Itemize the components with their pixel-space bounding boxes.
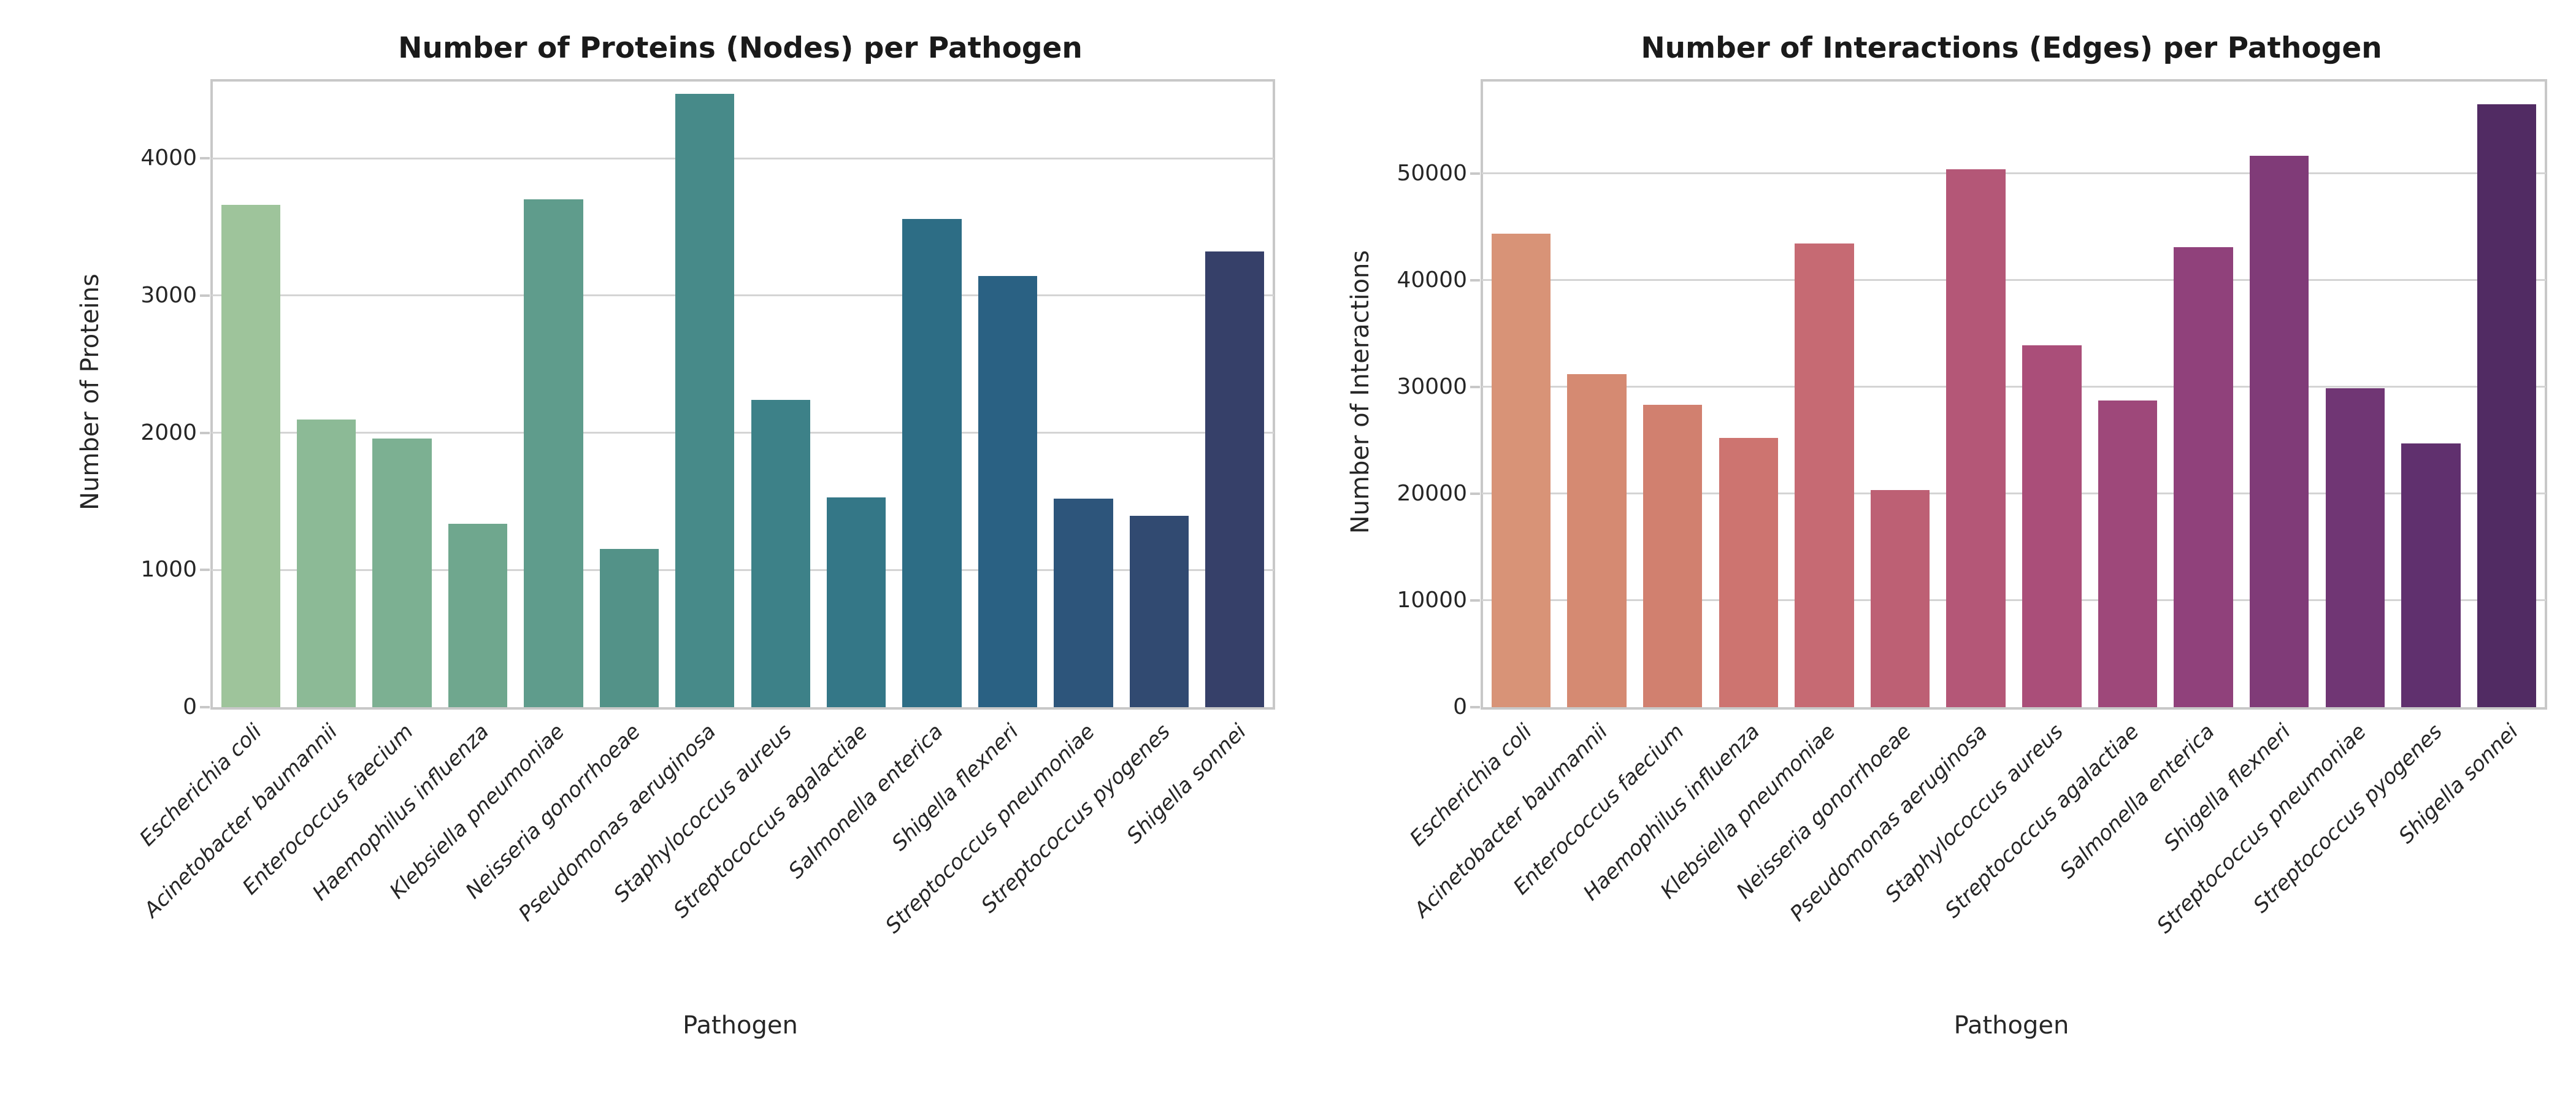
bar-streptococcus-pneumoniae <box>1054 499 1113 707</box>
bar-streptococcus-pyogenes <box>1129 515 1189 707</box>
bar-shigella-flexneri <box>2250 155 2309 707</box>
y-tick-mark <box>1470 385 1480 388</box>
gridline-y-50000 <box>1482 172 2546 175</box>
bar-streptococcus-agalactiae <box>2098 400 2158 707</box>
bar-streptococcus-pyogenes <box>2401 443 2461 707</box>
y-tick-label: 2000 <box>140 420 197 445</box>
plot-area: 0 1000 2000 3000 4000 Escherichia coli Acineto… <box>135 79 1275 938</box>
bar-acinetobacter-baumannii <box>1567 374 1627 707</box>
gridline-y-20000 <box>1482 493 2546 495</box>
bar-pseudomonas-aeruginosa <box>1946 169 2006 707</box>
y-tick-mark <box>200 569 210 572</box>
y-axis-label: Number of Proteins <box>76 274 104 510</box>
gridline-y-1000 <box>212 569 1274 571</box>
bar-enterococcus-faecium <box>1643 405 1703 707</box>
y-tick-mark <box>200 431 210 434</box>
plot-area: 0 10000 20000 30000 40000 50000 Escherichia co… <box>1397 79 2547 938</box>
bar-shigella-flexneri <box>978 275 1038 707</box>
y-tick-label: 3000 <box>140 282 197 308</box>
bar-salmonella-enterica <box>902 218 962 707</box>
bar-staphylococcus-aureus <box>751 399 810 707</box>
bar-haemophilus-influenza <box>1719 438 1778 707</box>
y-tick-mark <box>200 294 210 297</box>
gridline-y-10000 <box>1482 599 2546 602</box>
chart-interactions-per-pathogen: Number of Interactions (Edges) per Patho… <box>1346 31 2547 1040</box>
bar-streptococcus-agalactiae <box>827 497 886 707</box>
bar-haemophilus-influenza <box>448 524 508 707</box>
y-axis-label: Number of Interactions <box>1346 250 1374 534</box>
chart-title: Number of Interactions (Edges) per Patho… <box>1641 31 2382 65</box>
y-tick-label: 50000 <box>1397 160 1467 186</box>
y-tick-label: 10000 <box>1397 587 1467 613</box>
y-tick-label: 1000 <box>140 557 197 583</box>
bar-streptococcus-pneumoniae <box>2325 388 2385 707</box>
y-tick-mark <box>200 706 210 708</box>
gridline-y-3000 <box>212 294 1274 297</box>
bar-klebsiella-pneumoniae <box>524 199 583 707</box>
bar-shigella-sonnei <box>2477 104 2537 707</box>
bar-neisseria-gonorrhoeae <box>1870 489 1930 707</box>
x-axis-label: Pathogen <box>683 1011 798 1040</box>
gridline-y-2000 <box>212 432 1274 434</box>
bar-shigella-sonnei <box>1205 251 1265 707</box>
y-tick-label: 0 <box>183 694 197 719</box>
bar-escherichia-coli <box>221 205 280 707</box>
bar-klebsiella-pneumoniae <box>1795 243 1854 707</box>
y-tick-label: 30000 <box>1397 374 1467 399</box>
y-tick-mark <box>1470 492 1480 495</box>
bar-pseudomonas-aeruginosa <box>675 94 735 707</box>
bar-neisseria-gonorrhoeae <box>599 548 659 707</box>
bar-escherichia-coli <box>1491 234 1551 707</box>
chart-proteins-per-pathogen: Number of Proteins (Nodes) per Pathogen … <box>76 31 1275 1040</box>
y-tick-mark <box>1470 278 1480 282</box>
y-tick-label: 20000 <box>1397 480 1467 506</box>
chart-title: Number of Proteins (Nodes) per Pathogen <box>398 31 1083 65</box>
y-tick-mark <box>1470 599 1480 602</box>
y-tick-mark <box>200 157 210 160</box>
y-tick-label: 40000 <box>1397 267 1467 293</box>
gridline-y-40000 <box>1482 279 2546 282</box>
bar-acinetobacter-baumannii <box>297 420 356 707</box>
y-tick-mark <box>1470 172 1480 175</box>
bar-staphylococcus-aureus <box>2022 345 2082 707</box>
y-tick-mark <box>1470 706 1480 708</box>
gridline-y-4000 <box>212 157 1274 159</box>
y-tick-label: 4000 <box>140 145 197 171</box>
bar-salmonella-enterica <box>2174 247 2233 707</box>
gridline-y-30000 <box>1482 386 2546 388</box>
x-axis-label: Pathogen <box>1953 1011 2069 1040</box>
y-tick-label: 0 <box>1453 694 1467 719</box>
bar-enterococcus-faecium <box>372 438 432 707</box>
